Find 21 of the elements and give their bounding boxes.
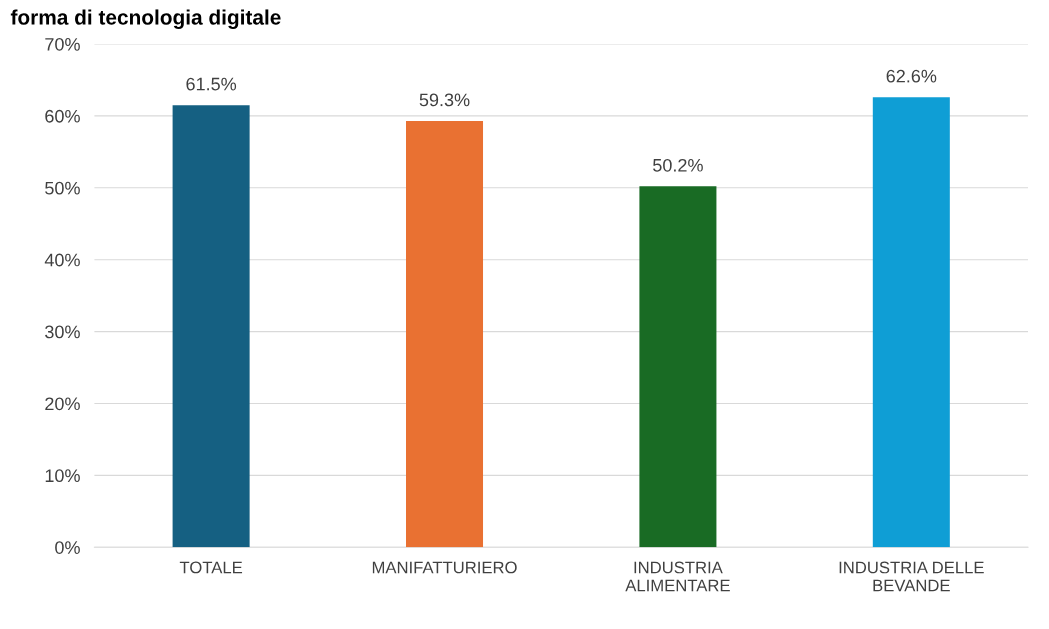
bar: [639, 186, 717, 548]
x-tick-label: TOTALE: [179, 561, 243, 574]
y-tick-label: 40%: [44, 253, 80, 267]
y-tick-label: 60%: [45, 109, 80, 123]
y-tick-label: 0%: [55, 541, 80, 554]
y-tick-label: 10%: [45, 469, 80, 483]
y-tick-label: 70%: [45, 37, 80, 51]
x-tick-label: INDUSTRIA ALIMENTARE: [625, 561, 730, 592]
bar: [872, 97, 950, 548]
bar: [406, 120, 484, 548]
y-tick-label: 20%: [45, 397, 80, 411]
y-tick-label: 30%: [45, 325, 80, 339]
x-tick-label: MANIFATTURIERO: [372, 561, 517, 574]
x-tick-label: INDUSTRIA DELLE BEVANDE: [839, 561, 984, 592]
chart-title: forma di tecnologia digitale: [10, 9, 281, 29]
data-label: 62.6%: [886, 69, 937, 83]
bar: [172, 105, 250, 548]
data-label: 50.2%: [653, 158, 703, 172]
y-tick-label: 50%: [45, 181, 80, 195]
data-label: 59.3%: [419, 93, 470, 107]
data-label: 61.5%: [186, 77, 237, 91]
